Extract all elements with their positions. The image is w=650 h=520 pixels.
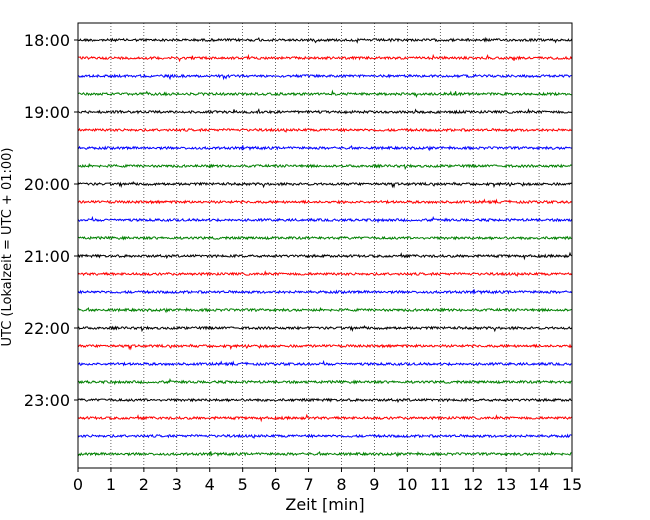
x-axis: 0 1 2 3 4 5 6 7 8 9 10 11 12 13 14 15	[73, 468, 582, 494]
seismogram-traces	[77, 36, 573, 458]
vertical-gridlines	[110, 23, 540, 468]
y-axis: 18:00 19:00 20:00 21:00 22:00 23:00	[24, 31, 78, 410]
x-tick-label: 3	[172, 475, 182, 494]
x-tick-label: 8	[336, 475, 346, 494]
plot-frame	[77, 22, 573, 469]
trace-2045	[78, 235, 572, 241]
trace-2345	[77, 450, 572, 458]
trace-2245	[77, 377, 572, 386]
x-tick-label: 4	[205, 475, 215, 494]
x-tick-label: 0	[73, 475, 83, 494]
trace-2300	[77, 397, 572, 404]
trace-2315	[77, 413, 572, 423]
x-tick-label: 5	[238, 475, 248, 494]
x-axis-label: Zeit [min]	[285, 495, 364, 514]
x-tick-label: 15	[562, 475, 582, 494]
x-tick-label: 9	[369, 475, 379, 494]
y-tick-label: 18:00	[24, 31, 70, 50]
y-tick-label: 19:00	[24, 103, 70, 122]
trace-2330	[77, 433, 572, 440]
trace-1915	[77, 127, 572, 134]
trace-1800	[77, 36, 573, 44]
trace-1900	[77, 108, 572, 115]
x-tick-label: 6	[271, 475, 281, 494]
trace-1945	[77, 162, 572, 171]
x-tick-label: 10	[397, 475, 417, 494]
trace-2100	[77, 251, 572, 261]
x-tick-label: 13	[496, 475, 516, 494]
x-tick-label: 1	[106, 475, 116, 494]
x-tick-label: 11	[430, 475, 450, 494]
y-axis-label: UTC (Lokalzeit = UTC + 01:00)	[0, 148, 15, 347]
trace-2115	[77, 270, 573, 278]
trace-1815	[77, 53, 573, 63]
trace-2030	[77, 215, 573, 224]
x-tick-label: 2	[139, 475, 149, 494]
trace-2215	[77, 343, 573, 351]
trace-2200	[77, 325, 572, 333]
trace-2130	[77, 289, 573, 295]
y-tick-label: 23:00	[24, 391, 70, 410]
x-tick-label: 12	[463, 475, 483, 494]
trace-1930	[77, 145, 572, 152]
trace-2015	[77, 198, 572, 205]
y-tick-label: 21:00	[24, 247, 70, 266]
trace-2000	[77, 181, 572, 189]
x-tick-label: 7	[303, 475, 313, 494]
trace-2230	[77, 359, 572, 367]
y-tick-label: 22:00	[24, 319, 70, 338]
trace-2145	[77, 306, 572, 314]
x-tick-label: 14	[529, 475, 549, 494]
trace-1830	[77, 73, 572, 81]
y-tick-label: 20:00	[24, 175, 70, 194]
trace-1845	[77, 89, 572, 99]
